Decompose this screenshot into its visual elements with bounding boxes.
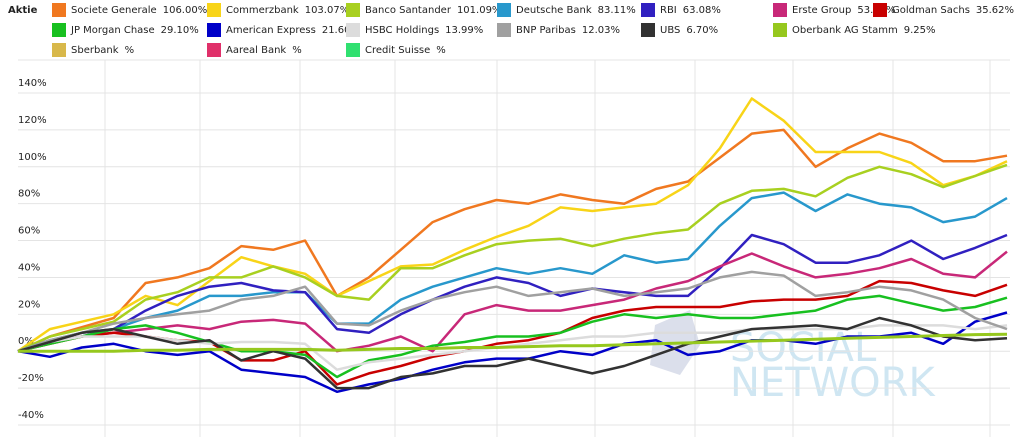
legend-swatch — [873, 3, 887, 17]
series-line — [17, 294, 1008, 379]
legend-swatch — [207, 23, 221, 37]
legend-label: Aareal Bank — [226, 45, 286, 56]
legend-label: Goldman Sachs — [892, 5, 970, 16]
legend-swatch — [207, 3, 221, 17]
legend-swatch — [641, 3, 655, 17]
legend-label: Societe Generale — [71, 5, 157, 16]
legend-value: 63.08% — [683, 5, 721, 16]
legend-label: HSBC Holdings — [365, 25, 439, 36]
legend-swatch — [497, 23, 511, 37]
series-line — [17, 270, 1008, 353]
y-tick-label: -40% — [18, 410, 44, 421]
legend-value: 35.62% — [976, 5, 1014, 16]
series-line — [17, 191, 1008, 353]
y-tick-label: 120% — [18, 115, 47, 126]
legend-title: Aktie — [8, 5, 38, 16]
legend-swatch — [52, 23, 66, 37]
series-line — [18, 332, 1008, 353]
legend-value: 83.11% — [598, 5, 636, 16]
y-tick-label: 100% — [18, 152, 47, 163]
y-tick-label: 60% — [18, 226, 40, 237]
legend-label: Commerzbank — [226, 5, 299, 16]
series-line — [17, 233, 1008, 353]
series-line — [17, 97, 1008, 353]
series-line — [17, 163, 1008, 353]
legend-label: Erste Group — [792, 5, 851, 16]
legend-label: BNP Paribas — [516, 25, 576, 36]
legend-value: % — [125, 45, 135, 56]
legend-value: 13.99% — [445, 25, 483, 36]
legend-label: Oberbank AG Stamm — [792, 25, 898, 36]
legend-swatch — [346, 3, 360, 17]
legend-label: American Express — [226, 25, 316, 36]
legend-swatch — [641, 23, 655, 37]
y-tick-label: 40% — [18, 262, 40, 273]
y-tick-label: 0% — [18, 336, 34, 347]
legend-label: RBI — [660, 5, 677, 16]
legend-label: Sberbank — [71, 45, 119, 56]
legend-value: 6.70% — [686, 25, 718, 36]
legend-swatch — [346, 23, 360, 37]
legend-label: Credit Suisse — [365, 45, 430, 56]
legend-value: 21.60% — [322, 25, 360, 36]
legend-value: 103.07% — [305, 5, 350, 16]
legend-value: 9.25% — [904, 25, 936, 36]
series-line — [17, 250, 1008, 353]
legend-value: 29.10% — [161, 25, 199, 36]
legend-swatch — [346, 43, 360, 57]
legend-label: UBS — [660, 25, 680, 36]
legend-swatch — [207, 43, 221, 57]
y-tick-label: 140% — [18, 78, 47, 89]
watermark: SOCIAL — [730, 325, 877, 371]
legend-swatch — [773, 23, 787, 37]
legend-label: Deutsche Bank — [516, 5, 592, 16]
legend-value: % — [436, 45, 446, 56]
legend-label: JP Morgan Chase — [70, 25, 155, 36]
y-tick-label: 20% — [18, 299, 40, 310]
legend-label: Banco Santander — [365, 5, 452, 16]
legend-value: 101.09% — [457, 5, 502, 16]
watermark: NETWORK — [730, 360, 936, 406]
legend-value: 12.03% — [582, 25, 620, 36]
legend-value: % — [292, 45, 302, 56]
legend-swatch — [497, 3, 511, 17]
y-tick-label: -20% — [18, 373, 44, 384]
legend-swatch — [773, 3, 787, 17]
legend-swatch — [52, 3, 66, 17]
legend-swatch — [52, 43, 66, 57]
series-line — [17, 316, 1008, 390]
legend-value: 106.00% — [163, 5, 208, 16]
y-tick-label: 80% — [18, 189, 40, 200]
